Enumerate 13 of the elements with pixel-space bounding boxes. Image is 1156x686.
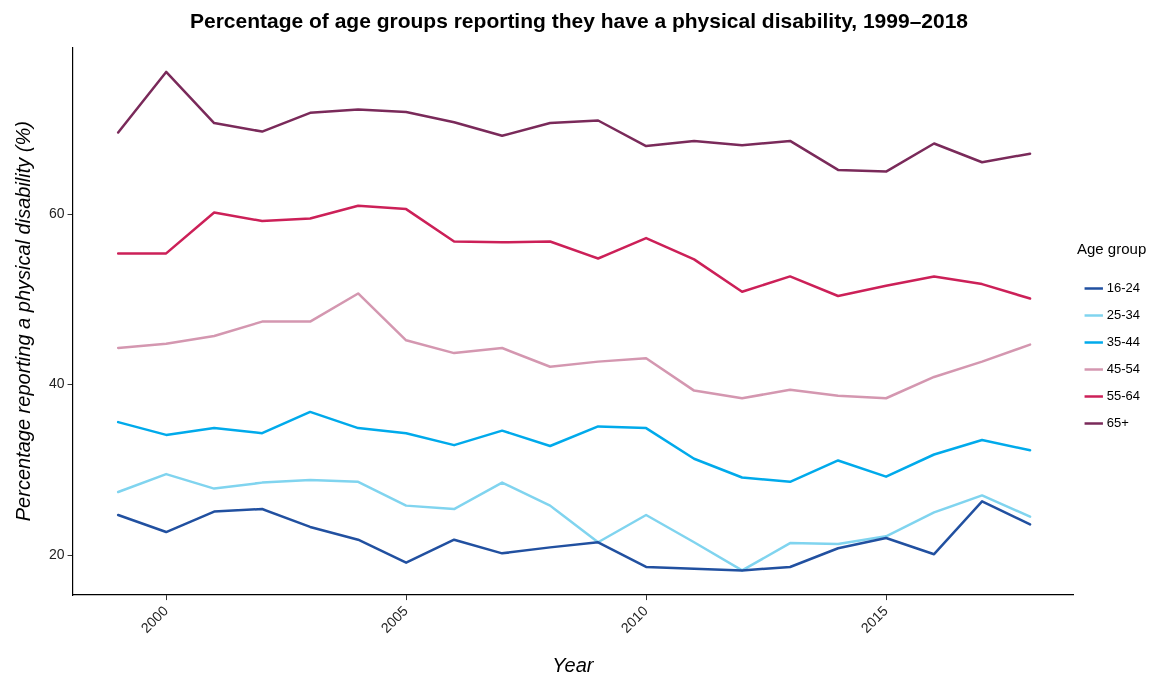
legend-label: 55-64 [1106, 388, 1140, 404]
legend-label: 45-54 [1106, 361, 1140, 377]
legend-title: Age group [1077, 239, 1147, 257]
chart-title: Percentage of age groups reporting they have a physical disability, 1999–2018 [189, 9, 969, 33]
y-tick-label: 20 [48, 545, 65, 562]
y-tick-label: 60 [48, 205, 65, 222]
x-axis-title: Year [552, 653, 595, 676]
legend-label: 65+ [1106, 415, 1129, 431]
legend-label: 16-24 [1106, 280, 1140, 296]
y-tick-label: 40 [48, 375, 65, 392]
y-axis-title: Percentage reporting a physical disability (%) [11, 121, 34, 522]
legend-label: 35-44 [1106, 334, 1140, 350]
legend-label: 25-34 [1106, 307, 1140, 323]
